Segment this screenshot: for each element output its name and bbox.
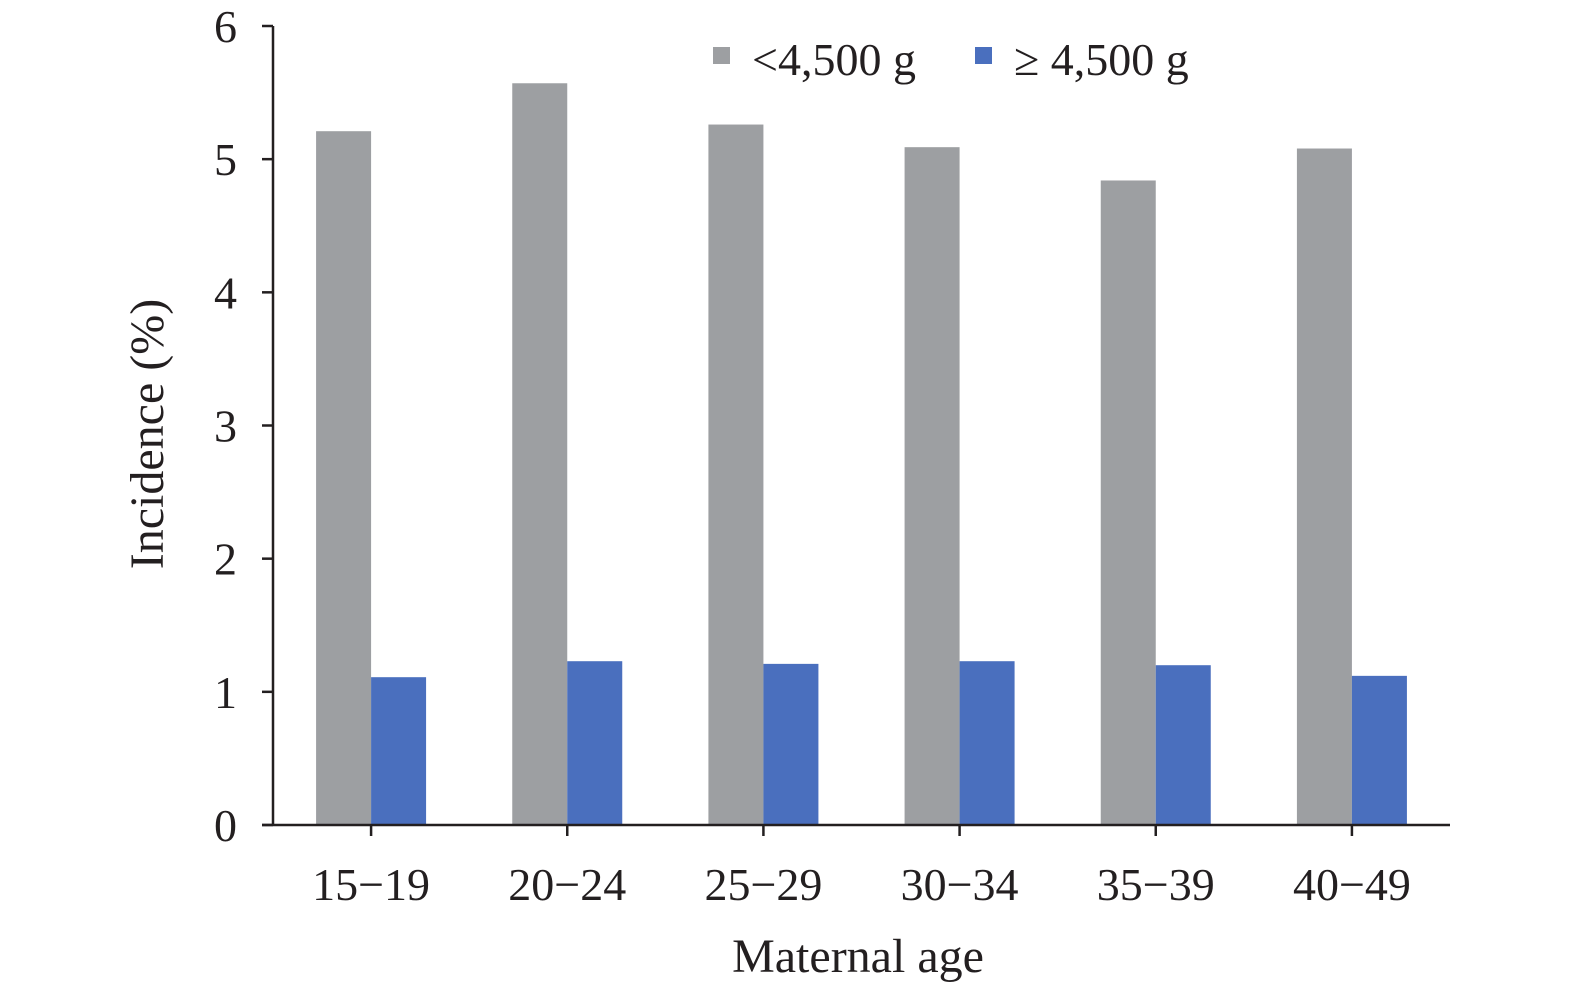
legend-swatch-1 xyxy=(975,47,992,64)
bar-series0-1 xyxy=(512,83,568,826)
bar-series1-4 xyxy=(1155,665,1211,825)
x-tick-label-0: 15−19 xyxy=(312,859,430,910)
bar-series1-2 xyxy=(763,663,819,825)
x-tick-label-1: 20−24 xyxy=(508,859,626,910)
x-tick-label-4: 35−39 xyxy=(1097,859,1215,910)
bar-series1-0 xyxy=(371,677,427,825)
y-axis-title: Incidence (%) xyxy=(121,299,174,570)
x-tick-label-3: 30−34 xyxy=(901,859,1019,910)
axes-layer xyxy=(262,26,1450,827)
y-tick-label-1: 1 xyxy=(214,667,237,718)
y-tick-label-5: 5 xyxy=(214,134,237,185)
legend: <4,500 g ≥ 4,500 g xyxy=(713,34,1189,85)
legend-label-1: ≥ 4,500 g xyxy=(1014,34,1189,85)
y-ticks: 0 1 2 3 4 5 6 xyxy=(214,1,273,851)
bar-series0-0 xyxy=(316,131,372,825)
bar-series1-3 xyxy=(959,661,1015,825)
bar-series0-2 xyxy=(708,124,764,825)
legend-swatch-0 xyxy=(713,47,730,64)
bar-series0-5 xyxy=(1296,148,1352,826)
legend-label-0: <4,500 g xyxy=(752,34,916,85)
bar-series1-5 xyxy=(1351,675,1407,825)
x-ticks: 15−19 20−24 25−29 30−34 35−39 40−49 xyxy=(312,825,1411,910)
y-tick-label-4: 4 xyxy=(214,267,237,318)
x-tick-label-5: 40−49 xyxy=(1293,859,1411,910)
bar-series1-1 xyxy=(567,661,623,825)
y-tick-label-0: 0 xyxy=(214,800,237,851)
bar-series0-4 xyxy=(1100,180,1156,825)
y-tick-label-6: 6 xyxy=(214,1,237,52)
x-tick-label-2: 25−29 xyxy=(704,859,822,910)
x-axis-title: Maternal age xyxy=(732,930,984,983)
bar-series0-3 xyxy=(904,147,960,826)
y-tick-label-2: 2 xyxy=(214,534,237,585)
bars-layer xyxy=(316,83,1407,826)
y-tick-label-3: 3 xyxy=(214,401,237,452)
